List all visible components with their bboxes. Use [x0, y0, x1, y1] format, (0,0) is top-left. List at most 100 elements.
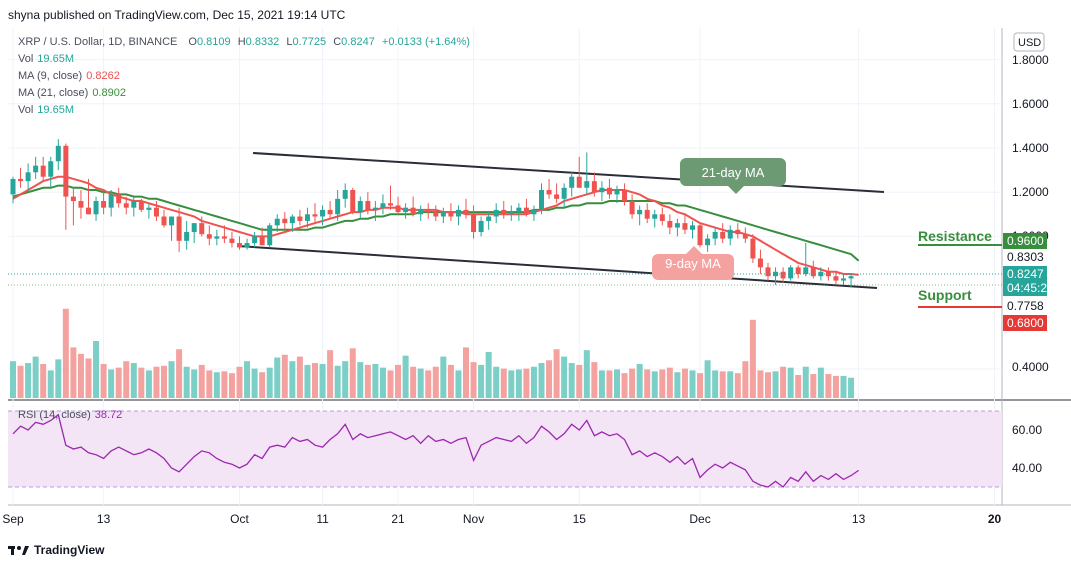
candle-body [455, 209, 461, 217]
ma9-value: 0.8262 [86, 70, 120, 82]
price-tick-label: 1.6000 [1012, 97, 1049, 111]
candle-body [78, 201, 84, 208]
open-value: 0.8109 [196, 36, 231, 48]
ma9-label: MA (9, close) [18, 70, 83, 82]
candle [508, 205, 514, 221]
candle [554, 183, 560, 204]
candle [55, 139, 61, 171]
time-tick-label: Sep [2, 512, 24, 526]
candle-body [546, 189, 552, 195]
candle [682, 214, 688, 235]
candle-body [818, 271, 824, 277]
volume-bar [213, 372, 220, 398]
volume-bar [795, 375, 802, 398]
candle [221, 225, 227, 244]
candle-body [10, 178, 16, 195]
volume-bar [621, 373, 628, 398]
volume-bar [817, 367, 824, 398]
candle-body [169, 216, 175, 226]
time-tick-label: 15 [573, 512, 587, 526]
time-tick-label: 20 [988, 512, 1002, 526]
candle-body [576, 176, 582, 188]
volume-bar [85, 358, 92, 398]
volume-bar [530, 366, 537, 398]
candle [267, 223, 273, 248]
volume-bar [644, 369, 651, 398]
candle-body [289, 216, 295, 224]
resistance-price-tag-bg [1003, 233, 1047, 249]
candle [712, 227, 718, 246]
time-tick-label: Oct [230, 512, 249, 526]
vol-label: Vol [18, 53, 34, 65]
candle-body [667, 220, 673, 228]
candle-body [471, 214, 477, 232]
candle [425, 203, 431, 219]
volume-bar [757, 370, 764, 398]
candle [357, 196, 363, 219]
candle [199, 216, 205, 237]
candle [531, 205, 537, 221]
volume-bar [463, 347, 469, 398]
candle-body [214, 236, 220, 239]
candle [720, 223, 726, 244]
candle [750, 234, 756, 263]
volume-bar [25, 363, 32, 398]
candle [523, 198, 529, 217]
volume-bar [500, 368, 507, 398]
volume-bar [274, 357, 281, 398]
volume-bar [312, 363, 318, 398]
volume-bar [387, 370, 394, 398]
candle [463, 198, 469, 219]
volume-bar [515, 369, 522, 398]
volume-bar [410, 366, 417, 398]
candle-body [448, 212, 454, 217]
candle [674, 218, 680, 237]
candle [101, 192, 107, 215]
candle [25, 163, 31, 193]
rsi-value: 38.72 [94, 409, 123, 421]
candle-body [599, 187, 605, 193]
ma21-label: MA (21, close) [18, 87, 89, 99]
volume-bar [357, 362, 364, 398]
last-price-tag: 0.8247 [1007, 267, 1044, 281]
candle [599, 181, 605, 202]
candle [576, 156, 582, 188]
volume-bar [364, 364, 371, 398]
vol2-legend: Vol 19.65M [18, 104, 74, 116]
candle-body [252, 236, 258, 244]
candle [486, 212, 492, 230]
candle-body [304, 214, 310, 221]
candle-body [138, 201, 144, 210]
volume-bar [848, 377, 855, 398]
candle-body [531, 209, 537, 215]
volume-bar [32, 356, 39, 398]
candle-body [561, 187, 567, 199]
candle-body [523, 207, 529, 215]
volume-bar [425, 370, 432, 398]
candle-body [493, 209, 499, 217]
volume-bar [70, 347, 77, 398]
channel-lower-line [236, 245, 878, 289]
candle-body [773, 271, 779, 277]
time-tick-label: 13 [852, 512, 866, 526]
volume-bar [712, 370, 719, 398]
volume-bar [161, 365, 167, 398]
candle [455, 205, 461, 226]
volume-bar [606, 370, 613, 398]
candle-body [388, 203, 393, 206]
candle-body [101, 201, 107, 208]
volume-bar [402, 355, 409, 398]
volume-bar [130, 363, 137, 398]
candle-body [335, 198, 341, 215]
candle-body [146, 207, 152, 210]
tradingview-footer[interactable]: TradingView [8, 543, 104, 557]
candle [403, 203, 409, 219]
candle-body [569, 176, 575, 188]
volume-bar [77, 353, 84, 398]
candle-body [705, 238, 711, 246]
volume-bar [734, 373, 741, 398]
candle-body [433, 212, 439, 217]
candle [372, 201, 378, 221]
tradingview-brand: TradingView [34, 543, 105, 557]
